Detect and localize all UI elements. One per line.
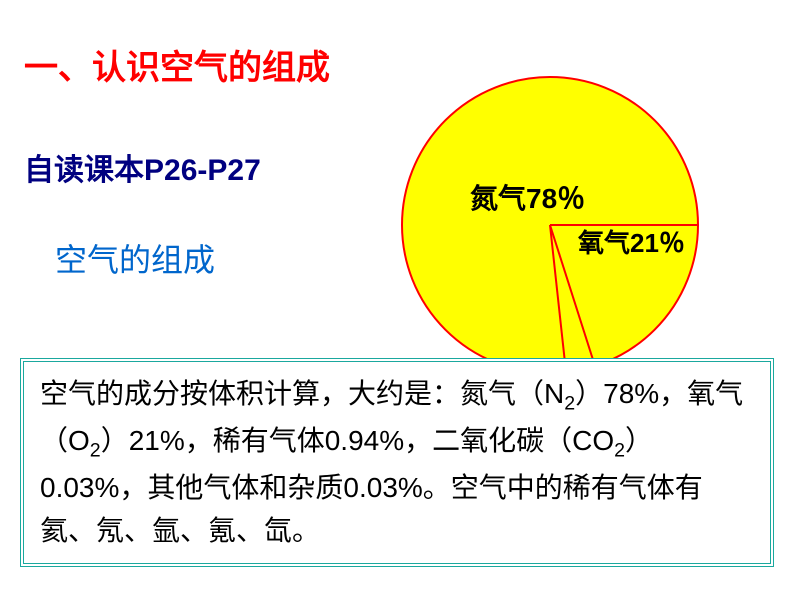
- subtitle: 自读课本P26-P27: [24, 145, 261, 189]
- info-p3: ）21%，稀有气体0.94%，二氧化碳（CO: [101, 425, 614, 456]
- info-s1: 2: [564, 393, 575, 415]
- info-s3: 2: [614, 440, 625, 462]
- section-title: 空气的组成: [55, 235, 215, 281]
- pie-label-nitrogen: 氮气78％: [470, 177, 585, 217]
- info-p1: 空气的成分按体积计算，大约是：氮气（N: [40, 378, 564, 409]
- info-s2: 2: [90, 440, 101, 462]
- main-title: 一、认识空气的组成: [24, 40, 330, 89]
- pie-chart: 氮气78％ 氧气21％: [400, 75, 700, 375]
- info-box: 空气的成分按体积计算，大约是：氮气（N2）78%，氧气（O2）21%，稀有气体0…: [20, 358, 774, 567]
- info-text: 空气的成分按体积计算，大约是：氮气（N2）78%，氧气（O2）21%，稀有气体0…: [40, 372, 754, 553]
- pie-label-oxygen: 氧气21％: [578, 223, 685, 260]
